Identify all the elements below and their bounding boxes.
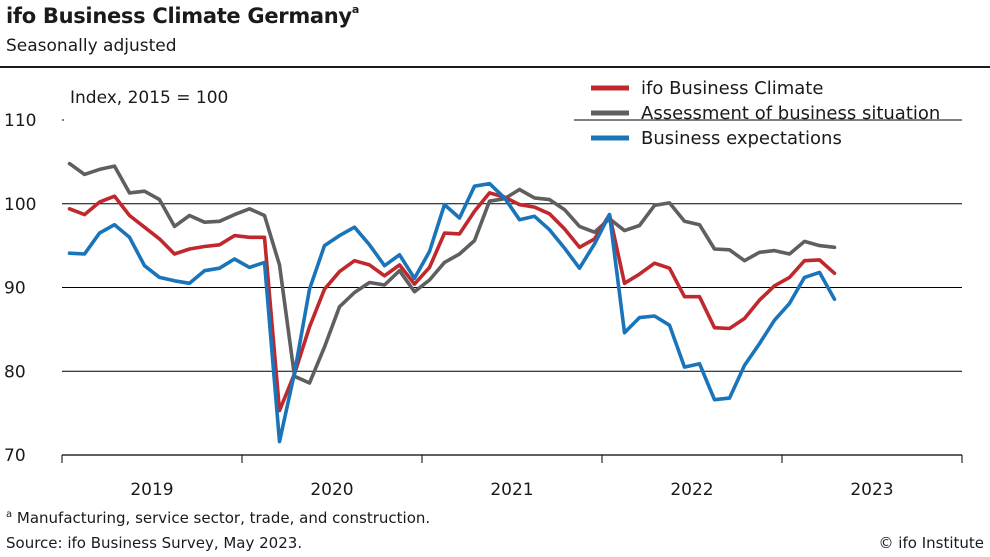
series-line-assessment-of-business-situation	[67, 161, 837, 385]
legend-label: Assessment of business situation	[641, 103, 940, 124]
series-line-ifo-business-climate	[67, 191, 837, 413]
chart-title: ifo Business Climate Germanya	[6, 3, 359, 28]
footnote-mark: a	[6, 509, 13, 520]
y-tick-label: 90	[4, 279, 26, 299]
x-tick-label: 2019	[130, 480, 173, 500]
chart-subtitle: Seasonally adjusted	[6, 36, 177, 56]
index-annotation: Index, 2015 = 100	[70, 88, 228, 108]
legend: ifo Business Climate Assessment of busine…	[591, 78, 940, 149]
y-tick-label: 100	[4, 195, 36, 215]
y-axis-tick-labels: 70 80 90 100 110	[4, 111, 36, 466]
legend-label: ifo Business Climate	[641, 78, 823, 99]
legend-label: Business expectations	[641, 128, 842, 149]
y-tick-label: 110	[4, 111, 36, 131]
x-axis: 2019 2020 2021 2022 2023	[61, 454, 963, 500]
source-note: Source: ifo Business Survey, May 2023.	[6, 534, 303, 552]
y-tick-label: 80	[4, 362, 26, 382]
footnote: a Manufacturing, service sector, trade, …	[6, 509, 431, 527]
series-lines	[67, 161, 837, 444]
y-tick-label: 70	[4, 446, 26, 466]
x-tick-label: 2020	[310, 480, 353, 500]
x-tick-label: 2023	[850, 480, 893, 500]
x-tick-label: 2021	[490, 480, 533, 500]
header-rule	[0, 66, 990, 68]
title-footnote-mark: a	[351, 3, 359, 16]
series-line-business-expectations	[67, 181, 837, 444]
annotation-backdrop	[64, 78, 574, 122]
line-chart: 70 80 90 100 110 2019 2020 2021 2022 2023 Index,…	[4, 78, 963, 500]
copyright-credit: © ifo Institute	[878, 534, 984, 552]
x-tick-label: 2022	[670, 480, 713, 500]
